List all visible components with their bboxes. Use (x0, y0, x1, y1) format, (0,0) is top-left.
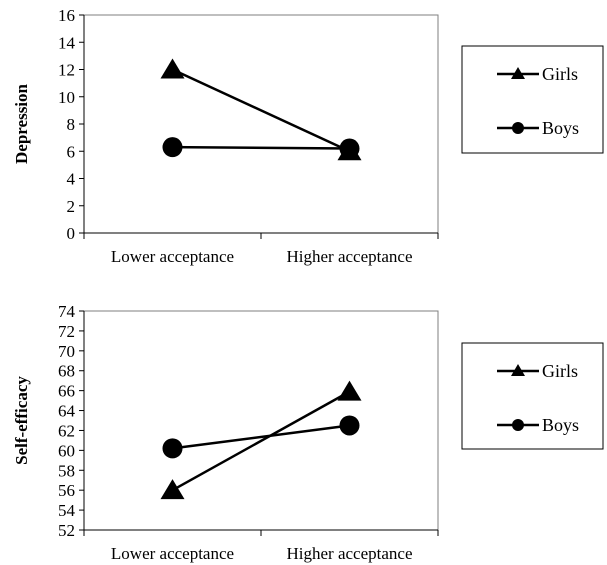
chart-panel-1: 0 2 4 6 8 10 12 14 16 Lower acceptance Higher acce… (12, 6, 604, 266)
y-tick-label: 14 (58, 33, 76, 52)
y-tick-label: 8 (67, 115, 76, 134)
y-tick-label: 68 (58, 362, 75, 381)
y-tick-label: 56 (58, 481, 75, 500)
y-tick-label: 54 (58, 501, 76, 520)
y-tick-label: 10 (58, 88, 75, 107)
x-tick-label: Lower acceptance (111, 247, 234, 266)
y-tick-label: 58 (58, 461, 75, 480)
data-point-boys (162, 137, 183, 158)
data-point-boys (339, 415, 360, 436)
data-point-girls (160, 479, 185, 500)
legend-marker-triangle (511, 67, 525, 79)
legend-marker-circle (512, 122, 524, 134)
y-tick-label: 12 (58, 61, 75, 80)
legend-label-girls: Girls (542, 64, 578, 84)
plot-area (83, 310, 439, 531)
x-tick-label: Lower acceptance (111, 544, 234, 563)
legend-box (461, 342, 604, 450)
x-tick-label: Higher acceptance (287, 247, 413, 266)
x-tick-label: Higher acceptance (287, 544, 413, 563)
legend: Girls Boys (461, 45, 604, 154)
y-tick-label: 60 (58, 441, 75, 460)
y-tick-label: 72 (58, 322, 75, 341)
y-tick-label: 16 (58, 6, 75, 25)
series-line-girls (171, 390, 351, 492)
data-point-girls (337, 380, 362, 401)
y-tick-label: 2 (67, 197, 76, 216)
y-tick-label: 52 (58, 521, 75, 540)
legend-label-boys: Boys (542, 415, 579, 435)
y-tick-label: 74 (58, 302, 76, 321)
series-line-girls (171, 68, 351, 153)
data-point-boys (339, 138, 360, 159)
legend-box (461, 45, 604, 154)
y-tick-label: 70 (58, 342, 75, 361)
y-tick-label: 62 (58, 421, 75, 440)
y-axis-label: Self-efficacy (12, 376, 31, 465)
legend-marker-circle (512, 419, 524, 431)
y-axis-label: Depression (12, 83, 31, 164)
plot-area (83, 14, 439, 234)
legend-label-boys: Boys (542, 118, 579, 138)
y-tick-label: 6 (67, 142, 76, 161)
y-tick-label: 64 (58, 402, 76, 421)
y-tick-label: 4 (67, 170, 76, 189)
series-line-boys (172, 145, 350, 150)
y-tick-label: 66 (58, 382, 75, 401)
legend-marker-triangle (511, 364, 525, 376)
legend: Girls Boys (461, 342, 604, 450)
y-tick-label: 0 (67, 224, 76, 243)
data-point-girls (160, 58, 185, 79)
data-point-boys (162, 438, 183, 459)
series-line-boys (172, 424, 350, 450)
legend-label-girls: Girls (542, 361, 578, 381)
